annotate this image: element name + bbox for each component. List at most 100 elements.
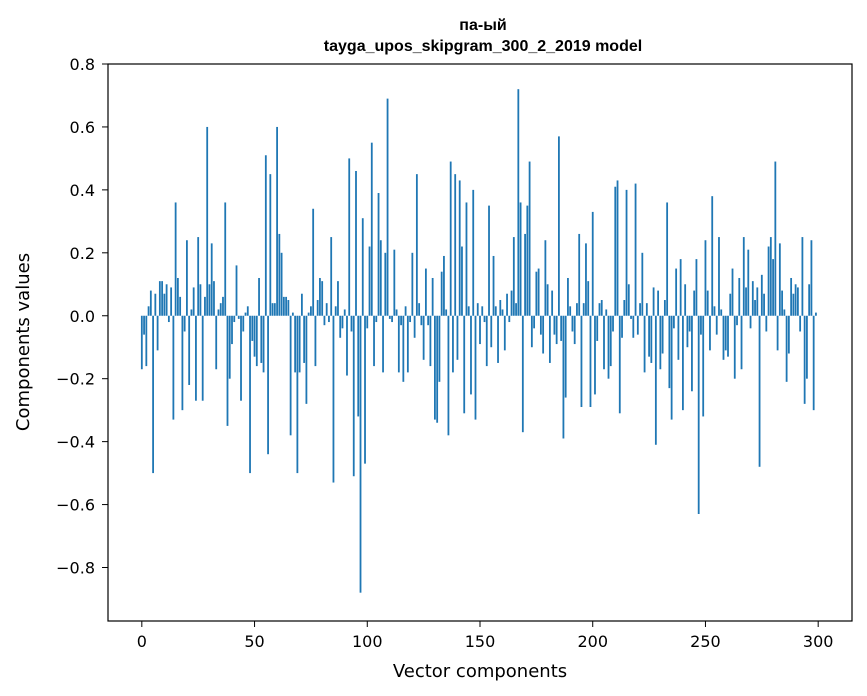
bar — [386, 98, 389, 316]
bar — [812, 315, 815, 411]
bar — [783, 309, 786, 316]
bar — [319, 277, 321, 316]
bar — [598, 303, 601, 316]
bar — [652, 287, 655, 316]
bar — [384, 252, 387, 316]
bar — [760, 274, 763, 316]
bar — [682, 315, 684, 411]
bar — [727, 315, 729, 357]
bar — [508, 315, 511, 323]
bar — [400, 315, 402, 326]
bar — [294, 315, 297, 373]
bar — [267, 315, 269, 455]
bar — [409, 315, 412, 323]
bar — [395, 309, 398, 316]
bar — [594, 315, 596, 395]
bar — [310, 306, 312, 316]
bar — [445, 309, 448, 316]
bar — [483, 315, 486, 323]
bar — [740, 315, 743, 370]
bar — [186, 240, 188, 316]
bar — [679, 259, 682, 316]
bar — [774, 161, 777, 316]
bar — [709, 315, 711, 351]
bar — [666, 202, 669, 316]
bar — [643, 315, 646, 373]
x-axis-label: Vector components — [393, 661, 567, 682]
bar — [801, 237, 804, 316]
bar — [745, 287, 747, 316]
bar — [476, 303, 479, 316]
bar — [458, 180, 461, 316]
bar — [506, 293, 508, 316]
bar — [749, 315, 752, 329]
bar — [397, 315, 400, 373]
bar — [233, 315, 236, 323]
bar — [289, 315, 292, 436]
bar — [758, 315, 761, 467]
bar — [246, 306, 249, 316]
bar — [763, 293, 765, 316]
bar — [379, 240, 382, 316]
bar — [751, 281, 754, 316]
bar — [181, 315, 184, 411]
bar — [321, 281, 324, 316]
bar — [447, 315, 450, 436]
bar — [663, 300, 666, 316]
bar — [684, 284, 687, 316]
bar — [720, 309, 723, 316]
bar — [388, 315, 391, 319]
bar — [481, 306, 484, 316]
bar — [249, 315, 251, 474]
bar — [278, 233, 281, 316]
bar — [339, 315, 342, 338]
bar — [790, 277, 793, 316]
bar — [555, 315, 558, 345]
bar — [291, 312, 294, 316]
bar — [702, 315, 705, 417]
bar — [368, 246, 371, 316]
bar — [165, 284, 168, 316]
bar — [627, 284, 630, 316]
bar — [190, 309, 193, 316]
bar — [348, 158, 351, 316]
bar — [778, 243, 781, 316]
bar — [373, 315, 375, 367]
bar — [375, 315, 378, 323]
bar — [614, 186, 617, 316]
bar — [413, 315, 416, 338]
bar — [361, 218, 364, 316]
bar — [325, 303, 328, 316]
bar — [576, 303, 578, 316]
bar — [307, 312, 310, 316]
bar — [422, 315, 425, 360]
bar — [528, 161, 531, 316]
bar — [612, 315, 614, 332]
bar — [533, 315, 536, 329]
bar — [404, 306, 407, 316]
bar — [553, 315, 556, 335]
bar — [724, 315, 727, 351]
bar — [546, 284, 549, 316]
bar — [670, 315, 673, 420]
bar — [452, 315, 454, 373]
bar — [472, 189, 475, 316]
bar — [240, 315, 242, 401]
bar — [580, 315, 583, 408]
bar — [571, 315, 574, 332]
bar — [609, 315, 612, 367]
bar — [691, 315, 693, 392]
bar — [704, 240, 707, 316]
bar — [330, 237, 333, 316]
bar — [188, 315, 191, 385]
bar — [242, 315, 245, 332]
bar — [253, 315, 256, 357]
bar — [418, 303, 421, 316]
bar — [567, 277, 569, 316]
bar — [156, 315, 159, 351]
bar — [415, 174, 418, 316]
bar — [337, 281, 339, 316]
bar — [607, 315, 610, 379]
bar — [688, 315, 691, 332]
bar-series — [140, 89, 817, 593]
